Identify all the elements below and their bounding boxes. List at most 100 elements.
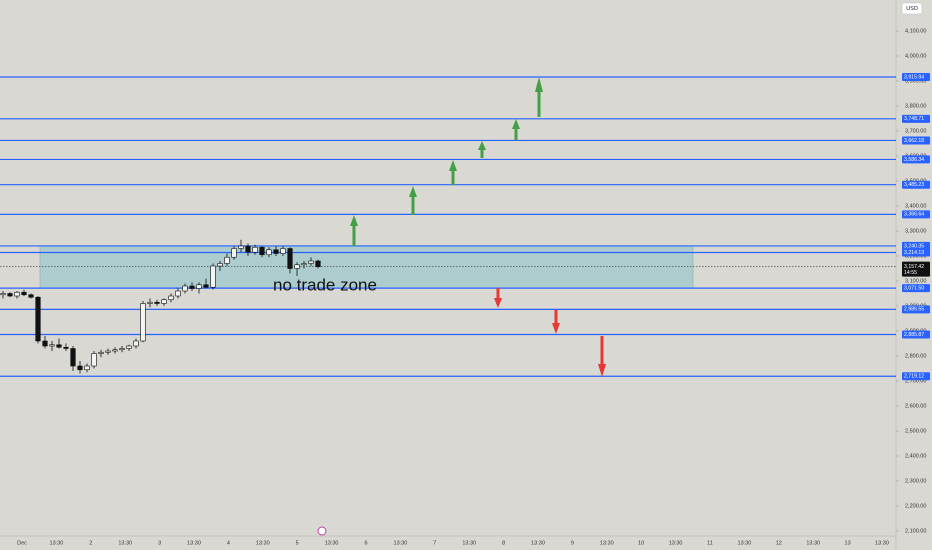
x-tick-label: 13 — [845, 540, 851, 546]
candles-layer — [0, 239, 321, 374]
down-arrow — [552, 310, 560, 334]
candle-body — [0, 293, 6, 296]
candle-body — [238, 245, 244, 249]
y-tick-label: 2,400.00 — [905, 453, 926, 459]
candle-body — [56, 344, 62, 348]
x-tick-label: 13:30 — [738, 540, 752, 546]
candle-body — [154, 301, 160, 304]
candle-body — [224, 256, 230, 264]
level-label: 3,662.18 — [904, 138, 924, 144]
candle-body — [175, 290, 181, 297]
level-label-box — [902, 372, 930, 381]
level-label-box — [902, 210, 930, 219]
currency-box[interactable] — [901, 2, 923, 15]
candle-body — [182, 285, 188, 292]
candle-body — [308, 260, 314, 264]
y-tick-label: 3,800.00 — [905, 103, 926, 109]
x-tick-label: Dec — [17, 540, 27, 546]
x-tick-label: 8 — [502, 540, 505, 546]
countdown: 14:55 — [904, 270, 917, 276]
y-tick-label: 2,700.00 — [905, 378, 926, 384]
candle-body — [196, 284, 202, 289]
candle-body — [133, 340, 139, 347]
up-arrow — [478, 141, 486, 158]
arrows — [350, 77, 543, 246]
level-label: 3,071.50 — [904, 286, 924, 292]
y-tick-label: 3,400.00 — [905, 203, 926, 209]
candle-body — [259, 246, 265, 256]
level-label-box — [902, 114, 930, 123]
candle-body — [70, 348, 76, 367]
y-tick-label: 3,900.00 — [905, 78, 926, 84]
candle-body — [7, 293, 13, 297]
candle-body — [126, 345, 132, 349]
level-label: 3,240.35 — [904, 243, 924, 249]
candle-body — [203, 284, 209, 288]
level-label: 3,485.23 — [904, 182, 924, 188]
y-tick-label: 4,100.00 — [905, 28, 926, 34]
candle-body — [189, 285, 195, 289]
candle-body — [112, 349, 118, 352]
candle-body — [245, 245, 251, 253]
y-tick-label: 2,800.00 — [905, 353, 926, 359]
candle-body — [210, 265, 216, 288]
candle-body — [280, 248, 286, 254]
up-arrow — [350, 215, 358, 246]
candle-body — [217, 263, 223, 267]
level-label: 3,214.13 — [904, 250, 924, 256]
candle-body — [252, 246, 258, 253]
level-label: 3,586.34 — [904, 157, 924, 163]
x-tick-label: 13:30 — [875, 540, 889, 546]
candle-body — [91, 353, 97, 367]
event-icon[interactable] — [317, 526, 327, 536]
up-arrow — [409, 186, 417, 215]
x-tick-label: 2 — [89, 540, 92, 546]
candle-body — [231, 248, 237, 258]
candle-body — [63, 346, 69, 349]
level-label-box — [902, 73, 930, 82]
level-label-box — [902, 241, 930, 250]
x-tick-label: 13:30 — [669, 540, 683, 546]
level-label-box — [902, 284, 930, 293]
level-label: 2,885.87 — [904, 332, 924, 338]
y-tick-label: 3,700.00 — [905, 128, 926, 134]
candle-body — [35, 296, 41, 342]
x-tick-label: 5 — [296, 540, 299, 546]
x-tick-label: 13:30 — [394, 540, 408, 546]
x-tick-label: 9 — [571, 540, 574, 546]
x-tick-label: 13:30 — [600, 540, 614, 546]
level-label-box — [902, 248, 930, 257]
annotation: no trade zone — [273, 275, 377, 294]
candle-body — [266, 249, 272, 256]
y-tick-label: 3,100.00 — [905, 278, 926, 284]
level-label: 2,719.12 — [904, 374, 924, 380]
candle-body — [294, 264, 300, 269]
candle-body — [315, 260, 321, 267]
candle-body — [105, 350, 111, 353]
level-label-box — [902, 305, 930, 314]
x-tick-label: 13:30 — [50, 540, 64, 546]
level-label-box — [902, 330, 930, 339]
up-arrow — [535, 77, 543, 117]
candle-body — [273, 249, 279, 254]
x-tick-label: 13:30 — [256, 540, 270, 546]
candle-body — [161, 299, 167, 304]
up-arrow — [512, 119, 520, 140]
axis-layer: 2,100.00 2,200.00 2,300.00 2,400.00 2,500.00… — [17, 28, 930, 546]
x-tick-label: 7 — [433, 540, 436, 546]
x-tick-label: 13:30 — [531, 540, 545, 546]
up-arrow — [449, 160, 457, 185]
level-label-box — [902, 180, 930, 189]
y-tick-label: 2,500.00 — [905, 428, 926, 434]
y-tick-label: 2,100.00 — [905, 528, 926, 534]
levels-layer — [0, 76, 896, 377]
down-arrow — [494, 288, 502, 308]
candle-body — [21, 291, 27, 296]
x-tick-label: 13:30 — [187, 540, 201, 546]
x-tick-label: 13:30 — [462, 540, 476, 546]
x-tick-label: 13:30 — [118, 540, 132, 546]
y-tick-label: 3,300.00 — [905, 228, 926, 234]
